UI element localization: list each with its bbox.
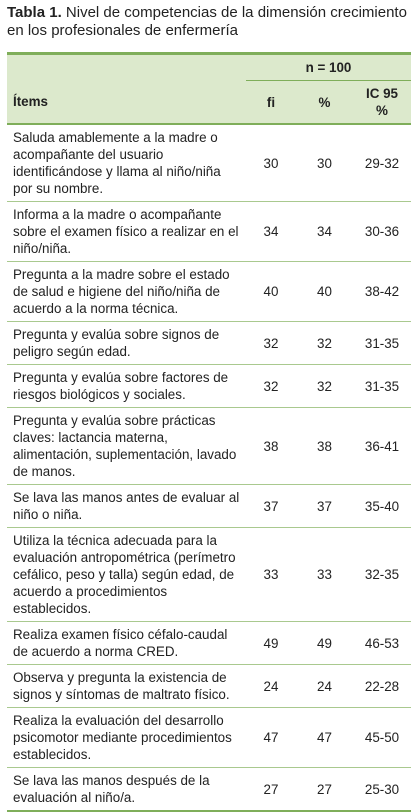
frequency: 24 bbox=[246, 664, 296, 708]
confidence-interval: 46-53 bbox=[353, 621, 411, 665]
confidence-interval: 30-36 bbox=[353, 201, 411, 262]
header-cell bbox=[7, 52, 246, 81]
frequency: 32 bbox=[246, 321, 296, 365]
table-row: Se lava las manos antes de evaluar al ni… bbox=[7, 484, 411, 528]
percent: 49 bbox=[296, 621, 353, 665]
percent: 27 bbox=[296, 767, 353, 812]
item: Realiza examen físico céfalo-caudal de a… bbox=[7, 621, 246, 665]
confidence-interval: 35-40 bbox=[353, 484, 411, 528]
table-row: Utiliza la técnica adecuada para la eval… bbox=[7, 527, 411, 622]
confidence-interval: 31-35 bbox=[353, 321, 411, 365]
table-row: Se lava las manos después de la evaluaci… bbox=[7, 767, 411, 812]
table-row: Realiza examen físico céfalo-caudal de a… bbox=[7, 621, 411, 665]
confidence-interval: 36-41 bbox=[353, 407, 411, 485]
percent: 47 bbox=[296, 707, 353, 768]
frequency: 30 bbox=[246, 124, 296, 202]
percent: 32 bbox=[296, 364, 353, 408]
item: Pregunta y evalúa sobre signos de peligr… bbox=[7, 321, 246, 365]
percent: 30 bbox=[296, 124, 353, 202]
frequency: 27 bbox=[246, 767, 296, 812]
frequency: 33 bbox=[246, 527, 296, 622]
item: Pregunta y evalúa sobre factores de ries… bbox=[7, 364, 246, 408]
page: {"title_label": "Tabla 1.", "title_text"… bbox=[7, 4, 411, 812]
table-row: Saluda amablemente a la madre o acompaña… bbox=[7, 124, 411, 202]
table: n = 100 Ítems fi % IC 95 % Saluda amable… bbox=[7, 52, 411, 812]
confidence-interval: 29-32 bbox=[353, 124, 411, 202]
sample-size: n = 100 bbox=[246, 52, 411, 81]
item: Saluda amablemente a la madre o acompaña… bbox=[7, 124, 246, 202]
percent: 34 bbox=[296, 201, 353, 262]
item: Se lava las manos después de la evaluaci… bbox=[7, 767, 246, 812]
header-row: n = 100 bbox=[7, 52, 411, 81]
item: Utiliza la técnica adecuada para la eval… bbox=[7, 527, 246, 622]
percent: 38 bbox=[296, 407, 353, 485]
confidence-interval: 32-35 bbox=[353, 527, 411, 622]
confidence-interval: 38-42 bbox=[353, 261, 411, 322]
table-row: Observa y pregunta la existencia de sign… bbox=[7, 664, 411, 708]
table-row: Informa a la madre o acompañante sobre e… bbox=[7, 201, 411, 262]
item: Pregunta a la madre sobre el estado de s… bbox=[7, 261, 246, 322]
table-row: Realiza la evaluación del desarrollo psi… bbox=[7, 707, 411, 768]
percent: 40 bbox=[296, 261, 353, 322]
frequency: 34 bbox=[246, 201, 296, 262]
confidence-interval: 22-28 bbox=[353, 664, 411, 708]
item: Realiza la evaluación del desarrollo psi… bbox=[7, 707, 246, 768]
caption-label: Tabla 1. bbox=[7, 4, 62, 21]
column-header: % bbox=[296, 80, 353, 125]
table-body: Saluda amablemente a la madre o acompaña… bbox=[7, 124, 411, 812]
table-row: Pregunta a la madre sobre el estado de s… bbox=[7, 261, 411, 322]
confidence-interval: 25-30 bbox=[353, 767, 411, 812]
table-row: Pregunta y evalúa sobre factores de ries… bbox=[7, 364, 411, 408]
column-header: fi bbox=[246, 80, 296, 125]
item: Informa a la madre o acompañante sobre e… bbox=[7, 201, 246, 262]
frequency: 40 bbox=[246, 261, 296, 322]
table-caption: Tabla 1. Nivel de competencias de la dim… bbox=[7, 4, 411, 40]
item: Observa y pregunta la existencia de sign… bbox=[7, 664, 246, 708]
frequency: 49 bbox=[246, 621, 296, 665]
confidence-interval: 31-35 bbox=[353, 364, 411, 408]
item: Pregunta y evalúa sobre prácticas claves… bbox=[7, 407, 246, 485]
item: Se lava las manos antes de evaluar al ni… bbox=[7, 484, 246, 528]
frequency: 32 bbox=[246, 364, 296, 408]
percent: 24 bbox=[296, 664, 353, 708]
table-row: Pregunta y evalúa sobre signos de peligr… bbox=[7, 321, 411, 365]
frequency: 47 bbox=[246, 707, 296, 768]
column-header: IC 95 % bbox=[353, 80, 411, 125]
caption-text: Nivel de competencias de la dimensión cr… bbox=[7, 4, 407, 39]
percent: 33 bbox=[296, 527, 353, 622]
column-header: Ítems bbox=[7, 80, 246, 125]
frequency: 38 bbox=[246, 407, 296, 485]
confidence-interval: 45-50 bbox=[353, 707, 411, 768]
percent: 32 bbox=[296, 321, 353, 365]
percent: 37 bbox=[296, 484, 353, 528]
header-row: Ítems fi % IC 95 % bbox=[7, 80, 411, 125]
frequency: 37 bbox=[246, 484, 296, 528]
table-row: Pregunta y evalúa sobre prácticas claves… bbox=[7, 407, 411, 485]
